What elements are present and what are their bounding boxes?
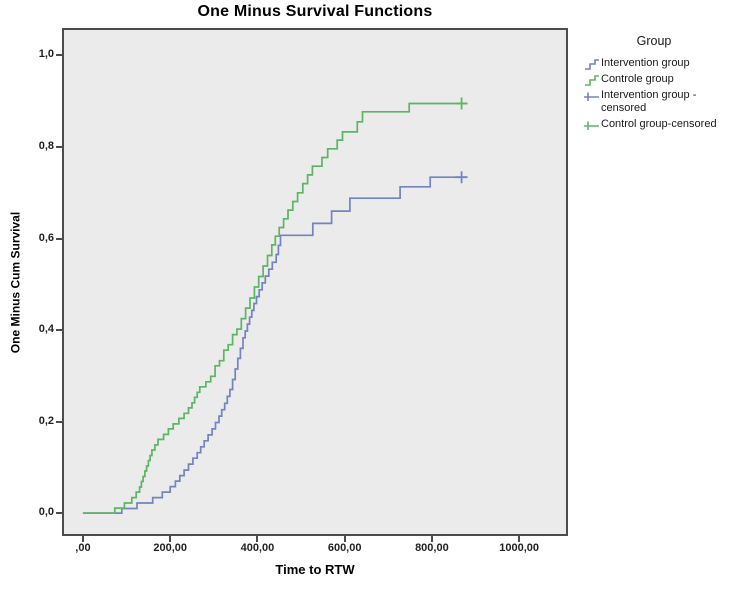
y-tick-mark bbox=[56, 420, 62, 423]
y-tick-label: 0,8 bbox=[38, 139, 54, 152]
y-tick-label: 0,2 bbox=[38, 414, 54, 427]
y-tick-label: 0,4 bbox=[38, 323, 54, 336]
y-tick-mark bbox=[56, 512, 62, 515]
x-tick-label: 600,00 bbox=[327, 542, 362, 554]
step-line-icon bbox=[585, 75, 599, 86]
legend-item-label: Controle group bbox=[601, 73, 674, 85]
x-tick-mark bbox=[256, 536, 259, 542]
legend-item: Intervention group bbox=[584, 57, 742, 70]
x-tick-mark bbox=[169, 536, 172, 542]
step-line-icon bbox=[585, 59, 599, 70]
legend-item-label: Control group-censored bbox=[601, 118, 717, 130]
chart-title: One Minus Survival Functions bbox=[197, 3, 433, 20]
plot-area bbox=[62, 28, 568, 536]
x-tick-mark bbox=[343, 536, 346, 542]
x-tick-label: ,00 bbox=[75, 542, 91, 554]
legend-item-label: Intervention group - censored bbox=[601, 89, 697, 114]
curve-intervention-group bbox=[82, 176, 467, 514]
y-tick-label: 1,0 bbox=[38, 48, 54, 61]
x-tick-label: 200,00 bbox=[153, 542, 187, 554]
y-tick-mark bbox=[56, 54, 62, 57]
x-tick-mark bbox=[430, 536, 433, 542]
legend: Group Intervention group Controle group In… bbox=[584, 34, 742, 134]
x-tick-label: 800,00 bbox=[415, 542, 449, 554]
censored-plus-icon bbox=[584, 92, 599, 101]
legend-item: Control group-censored bbox=[584, 118, 742, 131]
y-tick-label: 0,6 bbox=[38, 231, 54, 244]
y-tick-mark bbox=[56, 145, 62, 148]
legend-item: Controle group bbox=[584, 73, 742, 86]
legend-title: Group bbox=[636, 34, 672, 48]
plot-frame bbox=[62, 28, 568, 536]
x-tick-mark bbox=[81, 536, 84, 542]
y-axis-label: One Minus Cum Survival bbox=[8, 211, 23, 354]
y-tick-mark bbox=[56, 237, 62, 240]
x-axis-label: Time to RTW bbox=[275, 562, 355, 577]
legend-items: Intervention group Controle group Interven… bbox=[584, 57, 742, 131]
legend-item: Intervention group - censored bbox=[584, 89, 742, 115]
legend-item-label: Intervention group bbox=[601, 57, 690, 69]
censored-marker-icon bbox=[455, 97, 468, 110]
x-tick-mark bbox=[518, 536, 521, 542]
censored-marker-icon bbox=[455, 171, 468, 184]
y-tick-label: 0,0 bbox=[38, 506, 54, 519]
censored-plus-icon bbox=[584, 121, 599, 130]
x-tick-label: 400,00 bbox=[240, 542, 275, 554]
plot-svg bbox=[62, 28, 568, 536]
x-tick-label: 1000,00 bbox=[499, 542, 540, 554]
curve-controle-group bbox=[82, 102, 467, 514]
y-tick-mark bbox=[56, 329, 62, 332]
